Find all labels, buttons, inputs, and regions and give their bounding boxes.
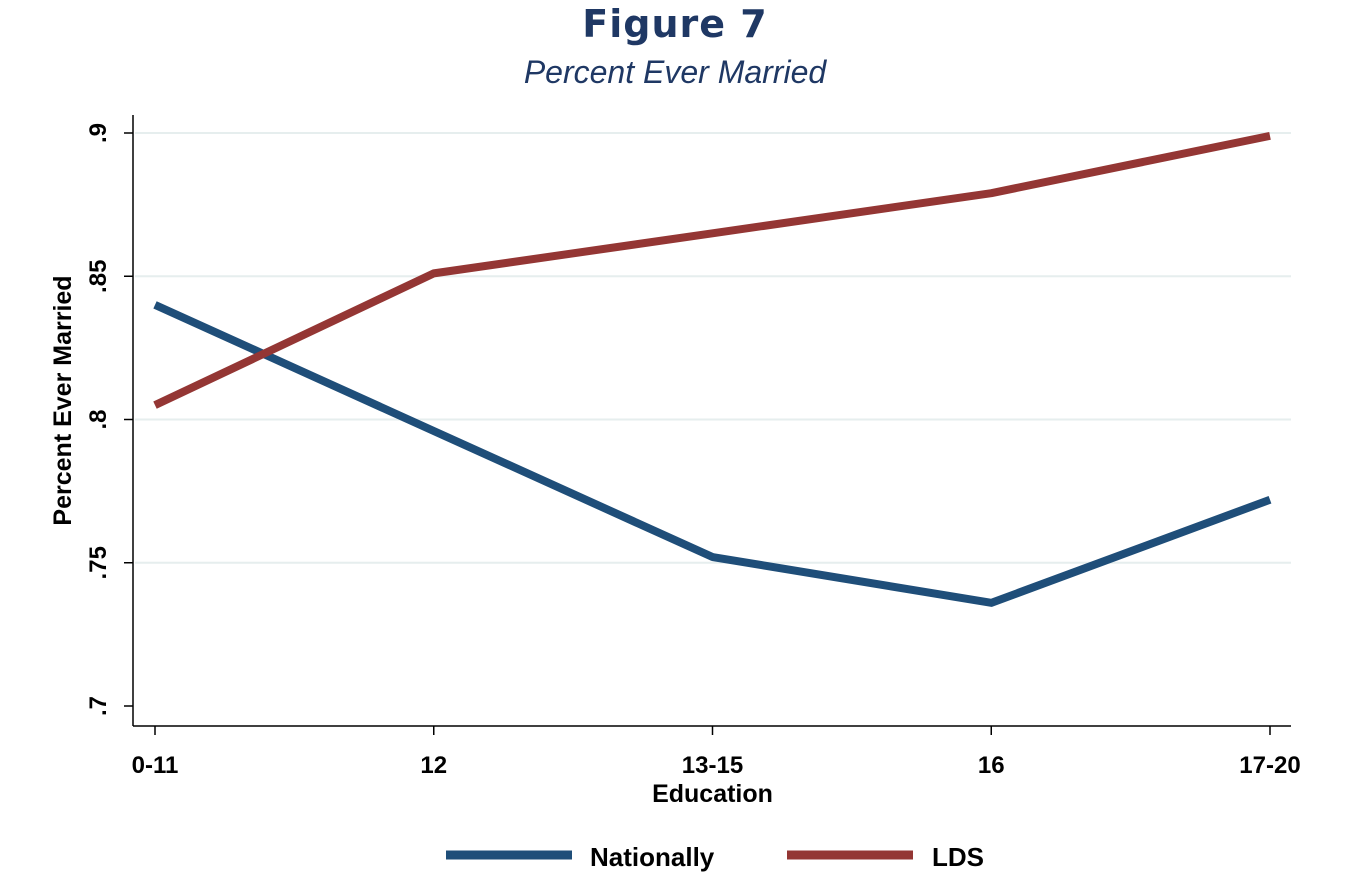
x-tick-label: 12: [420, 752, 447, 779]
y-tick-label: .85: [85, 260, 112, 293]
gridlines: [135, 132, 1291, 564]
y-axis-title: Percent Ever Married: [49, 275, 77, 525]
x-tick-label: 0-11: [132, 752, 179, 779]
tick-labels: .7 .75 .8 .85 .9 0-11 12 13-15 16 17-20: [85, 123, 1301, 779]
x-axis-title: Education: [652, 780, 773, 808]
chart-subtitle: Percent Ever Married: [523, 54, 827, 90]
legend-label-lds: LDS: [932, 842, 984, 872]
y-tick-label: .75: [85, 546, 112, 579]
y-tick-label: .8: [85, 409, 112, 429]
y-tick-label: .7: [85, 696, 112, 716]
series-line-lds: [153, 131, 1271, 409]
axes: [124, 115, 1291, 735]
series-line-nationally: [153, 301, 1272, 607]
legend-label-nationally: Nationally: [590, 842, 715, 872]
series-lines: [153, 131, 1272, 607]
x-tick-label: 16: [978, 752, 1005, 779]
legend: Nationally LDS: [446, 842, 984, 872]
y-tick-label: .9: [85, 123, 112, 143]
chart-title: Figure 7: [582, 2, 768, 46]
x-tick-label: 17-20: [1239, 752, 1300, 779]
x-tick-label: 13-15: [682, 752, 743, 779]
